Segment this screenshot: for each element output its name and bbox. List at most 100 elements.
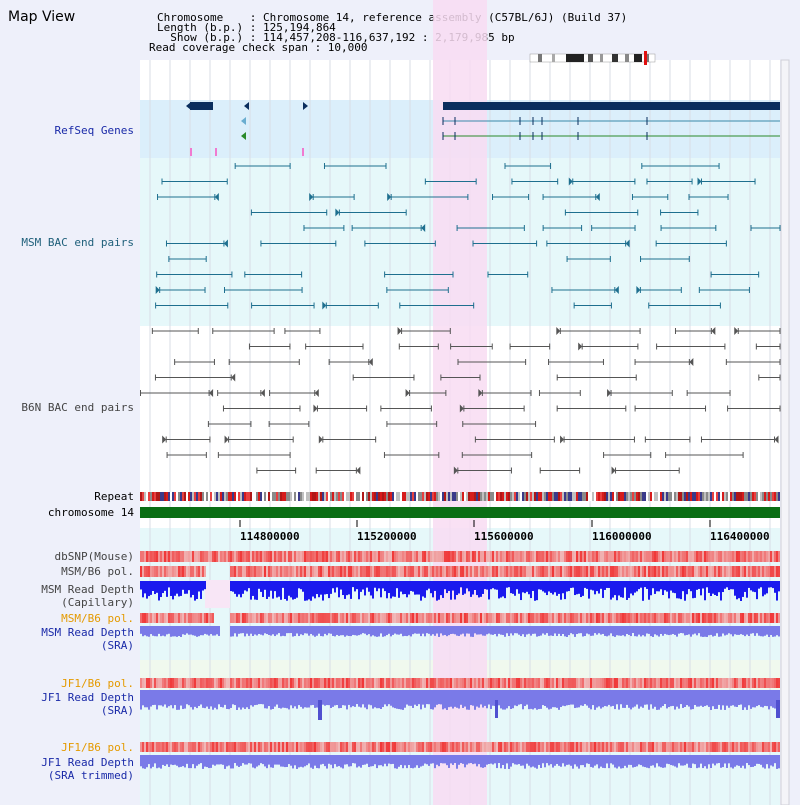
msm-capillary-depth-bar [254, 581, 256, 600]
jf1-trimmed-depth-bar [616, 755, 618, 769]
msm-capillary-depth-bar [694, 581, 696, 598]
jf1-trimmed-depth-bar [338, 755, 340, 767]
msm-capillary-depth-bar [546, 581, 548, 596]
msm-capillary-depth-bar [752, 581, 754, 592]
dbsnp-density-bar [494, 551, 496, 562]
msm-pol-bar-2 [352, 613, 354, 623]
jf1-trimmed-depth-bar [532, 755, 534, 767]
msm-pol-bar [740, 566, 742, 577]
msm-capillary-depth-bar [200, 581, 202, 599]
dbsnp-density-bar [554, 551, 556, 562]
jf1-pol-bar-2 [358, 742, 360, 752]
msm-pol-bar-2 [384, 613, 386, 623]
repeat-feature [582, 492, 584, 501]
jf1-trimmed-depth-bar [354, 755, 356, 764]
jf1-pol-bar [734, 678, 736, 688]
msm-capillary-depth-bar [292, 581, 294, 600]
jf1-pol-bar [418, 678, 420, 688]
jf1-pol-bar-2 [304, 742, 306, 752]
msm-capillary-depth-bar [450, 581, 452, 600]
jf1-trimmed-depth-bar [198, 755, 200, 765]
jf1-pol-bar-2 [388, 742, 390, 752]
msm-capillary-depth-bar [664, 581, 666, 591]
jf1-trimmed-depth-bar [666, 755, 668, 764]
msm-sra-depth-bar [488, 626, 490, 634]
gene-arrow [303, 102, 308, 110]
msm-capillary-depth-bar [652, 581, 654, 589]
msm-pol-bar [686, 566, 688, 577]
jf1-pol-bar-2 [506, 742, 508, 752]
msm-sra-depth-bar [598, 626, 600, 634]
msm-sra-depth-bar [188, 626, 190, 635]
dbsnp-density-bar [244, 551, 246, 562]
msm-pol-bar [150, 566, 152, 577]
msm-bac-pair-arrow [309, 193, 314, 201]
jf1-pol-bar-2 [398, 742, 400, 752]
msm-sra-depth-bar [342, 626, 344, 636]
msm-pol-bar-2 [710, 613, 712, 623]
jf1-pol-bar-2 [376, 742, 378, 752]
msm-sra-depth-bar [330, 626, 332, 634]
msm-sra-depth-bar [636, 626, 638, 637]
jf1-pol-bar [394, 678, 396, 688]
jf1-pol-bar-2 [210, 742, 212, 752]
msm-pol-bar [352, 566, 354, 577]
repeat-feature [526, 492, 528, 501]
repeat-feature [194, 492, 196, 501]
msm-pol-bar-2 [166, 613, 168, 623]
jf1-sra-depth-bar [448, 690, 450, 708]
msm-capillary-depth-bar [488, 581, 490, 600]
jf1-pol-bar-2 [184, 742, 186, 752]
msm-capillary-depth-bar [468, 581, 470, 592]
dbsnp-density-bar [150, 551, 152, 562]
jf1-sra-depth-bar [750, 690, 752, 709]
jf1-trimmed-depth-bar [346, 755, 348, 765]
msm-sra-depth-bar [558, 626, 560, 634]
dbsnp-density-bar [722, 551, 724, 562]
jf1-pol-bar [760, 678, 762, 688]
jf1-pol-bar [742, 678, 744, 688]
msm-sra-depth-bar [600, 626, 602, 635]
msm-capillary-depth-bar [674, 581, 676, 594]
dbsnp-density-bar [598, 551, 600, 562]
jf1-trimmed-depth-bar [742, 755, 744, 766]
msm-capillary-depth-bar [496, 581, 498, 590]
dbsnp-density-bar [302, 551, 304, 562]
jf1-trimmed-depth-bar [470, 755, 472, 764]
repeat-feature [384, 492, 386, 501]
dbsnp-density-bar [694, 551, 696, 562]
repeat-feature [446, 492, 448, 501]
msm-pol-bar [428, 566, 430, 577]
msm-bac-pair-arrow [625, 239, 630, 248]
msm-sra-depth-bar [698, 626, 700, 634]
jf1-trimmed-depth-bar [496, 755, 498, 769]
repeat-feature [468, 492, 470, 501]
jf1-sra-depth-bar [276, 690, 278, 705]
repeat-feature [648, 492, 650, 501]
msm-pol-bar [564, 566, 566, 577]
jf1-pol-bar-2 [444, 742, 446, 752]
msm-capillary-depth-bar [312, 581, 314, 597]
jf1-trimmed-depth-bar [280, 755, 282, 767]
repeat-feature [480, 492, 482, 501]
jf1-pol-bar [336, 678, 338, 688]
msm-capillary-depth-bar [426, 581, 428, 591]
msm-pol-bar-2 [144, 613, 146, 623]
msm-pol-bar-2 [484, 613, 486, 623]
msm-pol-bar-2 [294, 613, 296, 623]
msm-capillary-depth-bar [280, 581, 282, 600]
jf1-pol-bar-2 [490, 742, 492, 752]
msm-sra-depth-bar [684, 626, 686, 636]
jf1-trimmed-depth-bar [298, 755, 300, 768]
dbsnp-density-bar [586, 551, 588, 562]
msm-pol-bar [368, 566, 370, 577]
msm-pol-bar-2 [240, 613, 242, 623]
msm-sra-depth-bar [760, 626, 762, 637]
repeat-feature [564, 492, 566, 501]
jf1-pol-bar-2 [428, 742, 430, 752]
msm-capillary-depth-bar [738, 581, 740, 599]
jf1-pol-bar-2 [326, 742, 328, 752]
jf1-sra-depth-bar [366, 690, 368, 710]
msm-sra-depth-bar [682, 626, 684, 634]
